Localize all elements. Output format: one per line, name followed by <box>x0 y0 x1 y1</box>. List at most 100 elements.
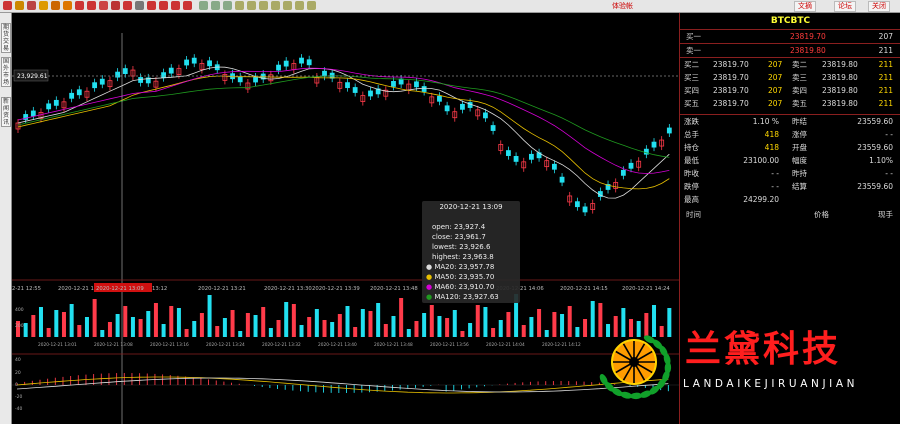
close-button[interactable]: 关闭 <box>868 1 890 12</box>
indicator-icon[interactable] <box>183 1 192 10</box>
candle-body <box>30 110 36 117</box>
stats-row: 最低 23100.00 幅度 1.10% <box>680 154 900 167</box>
period-10-icon[interactable] <box>307 1 316 10</box>
filter-icon[interactable] <box>123 1 132 10</box>
candle-body <box>322 70 327 77</box>
pen-icon[interactable] <box>147 1 156 10</box>
tab-foreign-market[interactable]: 国外市场 <box>1 57 11 87</box>
refresh-icon[interactable] <box>15 1 24 10</box>
period-5-icon[interactable] <box>247 1 256 10</box>
depth-buy-label: 买三 <box>684 73 699 82</box>
depth-sell-label: 卖二 <box>792 60 807 69</box>
period-4-icon[interactable] <box>235 1 244 10</box>
volume-axis-label-400: 400 <box>15 307 24 313</box>
depth-sell-label: 卖五 <box>792 99 807 108</box>
zoom-out-icon[interactable] <box>87 1 96 10</box>
volume-bar <box>529 317 534 337</box>
macd-axis-label-minus-40: -40 <box>15 406 22 412</box>
candle-body <box>498 143 504 151</box>
volume-bar <box>153 303 158 337</box>
trades-header-price: 价格 <box>814 210 829 219</box>
volume-bar <box>590 301 595 337</box>
table-icon[interactable] <box>135 1 144 10</box>
candle-body <box>483 112 488 119</box>
buy1-price: 23819.70 <box>790 32 826 41</box>
buy1-label: 买一 <box>686 32 701 41</box>
period-3-icon[interactable] <box>223 1 232 10</box>
candle-body <box>276 64 281 71</box>
tooltip-ma120: ● MA120: 23,927.63 <box>426 293 499 301</box>
tool-icon[interactable] <box>99 1 108 10</box>
time-axis-label: 2020-12-21 14:15 <box>560 286 608 292</box>
depth-buy-price: 23819.70 <box>713 60 749 69</box>
volume-bar <box>613 316 618 337</box>
period-2-icon[interactable] <box>211 1 220 10</box>
volume-bar <box>452 310 457 337</box>
candle-body <box>551 163 557 170</box>
zoom-in-icon[interactable] <box>75 1 84 10</box>
brand-subtitle: LANDAIKEJIRUANJIAN <box>683 378 859 390</box>
candle-body <box>620 169 626 176</box>
depth-sell-label: 卖三 <box>792 73 807 82</box>
chart-icon[interactable] <box>27 1 36 10</box>
folder-icon[interactable] <box>51 1 60 10</box>
period-8-icon[interactable] <box>283 1 292 10</box>
period-7-icon[interactable] <box>271 1 280 10</box>
k-line-icon[interactable] <box>171 1 180 10</box>
candle-body <box>122 68 128 74</box>
volume-bar <box>345 306 350 337</box>
text-button[interactable]: 文摘 <box>794 1 816 12</box>
period-1-icon[interactable] <box>199 1 208 10</box>
volume-bar <box>92 299 97 337</box>
depth-row[interactable]: 买五 23819.70 207 卖五 23819.80 211 <box>680 97 900 110</box>
volume-bar <box>77 325 82 337</box>
buy1-row[interactable]: 买一 23819.70 207 <box>680 30 900 44</box>
time-axis-small-label: 2020-12-21 14:04 <box>486 342 525 348</box>
tooltip-ma50: ● MA50: 23,935.70 <box>426 273 495 281</box>
home-icon[interactable] <box>3 1 12 10</box>
volume-bar <box>337 314 342 337</box>
volume-bar <box>130 317 135 337</box>
volume-bar <box>146 311 151 337</box>
stat-label: 持仓 <box>684 143 699 152</box>
volume-bar <box>414 321 419 337</box>
volume-bar <box>552 312 557 337</box>
tooltip-ma60: ● MA60: 23,910.70 <box>426 283 495 291</box>
volume-bar <box>84 317 89 337</box>
volume-bar <box>330 322 335 337</box>
stat-label-2: 涨停 <box>792 130 807 139</box>
symbol-title: BTCBTC <box>680 13 900 30</box>
candle-body <box>245 82 251 90</box>
period-6-icon[interactable] <box>259 1 268 10</box>
sell1-row[interactable]: 卖一 23819.80 211 <box>680 44 900 58</box>
tab-news[interactable]: 新闻资讯 <box>1 97 11 127</box>
depth-row[interactable]: 买四 23819.70 207 卖四 23819.80 211 <box>680 84 900 97</box>
tab-futures-trading[interactable]: 期货交易 <box>1 23 11 53</box>
stat-label-2: 结算 <box>792 182 807 191</box>
depth-buy-qty: 207 <box>768 60 783 69</box>
candlestick-series <box>15 54 672 216</box>
candle-body <box>84 90 90 98</box>
candle-body <box>375 88 381 95</box>
time-axis-small-label: 2020-12-21 13:32 <box>262 342 301 348</box>
depth-row[interactable]: 买二 23819.70 207 卖二 23819.80 211 <box>680 58 900 71</box>
volume-bar <box>667 308 672 337</box>
bell-icon[interactable] <box>39 1 48 10</box>
draw-icon[interactable] <box>111 1 120 10</box>
volume-bar <box>107 322 112 337</box>
candle-body <box>506 150 511 156</box>
volume-bar <box>491 328 496 337</box>
line-icon[interactable] <box>159 1 168 10</box>
volume-bar <box>276 320 281 337</box>
stat-value-2: 23559.60 <box>857 117 893 126</box>
volume-bar <box>659 326 664 337</box>
period-9-icon[interactable] <box>295 1 304 10</box>
depth-row[interactable]: 买三 23819.70 207 卖三 23819.80 211 <box>680 71 900 84</box>
star-icon[interactable] <box>63 1 72 10</box>
forum-button[interactable]: 论坛 <box>834 1 856 12</box>
volume-bar <box>161 324 166 337</box>
macd-dif-line <box>16 376 669 394</box>
candle-body <box>643 148 649 155</box>
logo-leaf <box>664 361 672 374</box>
chart-area[interactable]: 23,929.61 2-21 12:55 2020-12-21 13:002020… <box>12 13 679 424</box>
